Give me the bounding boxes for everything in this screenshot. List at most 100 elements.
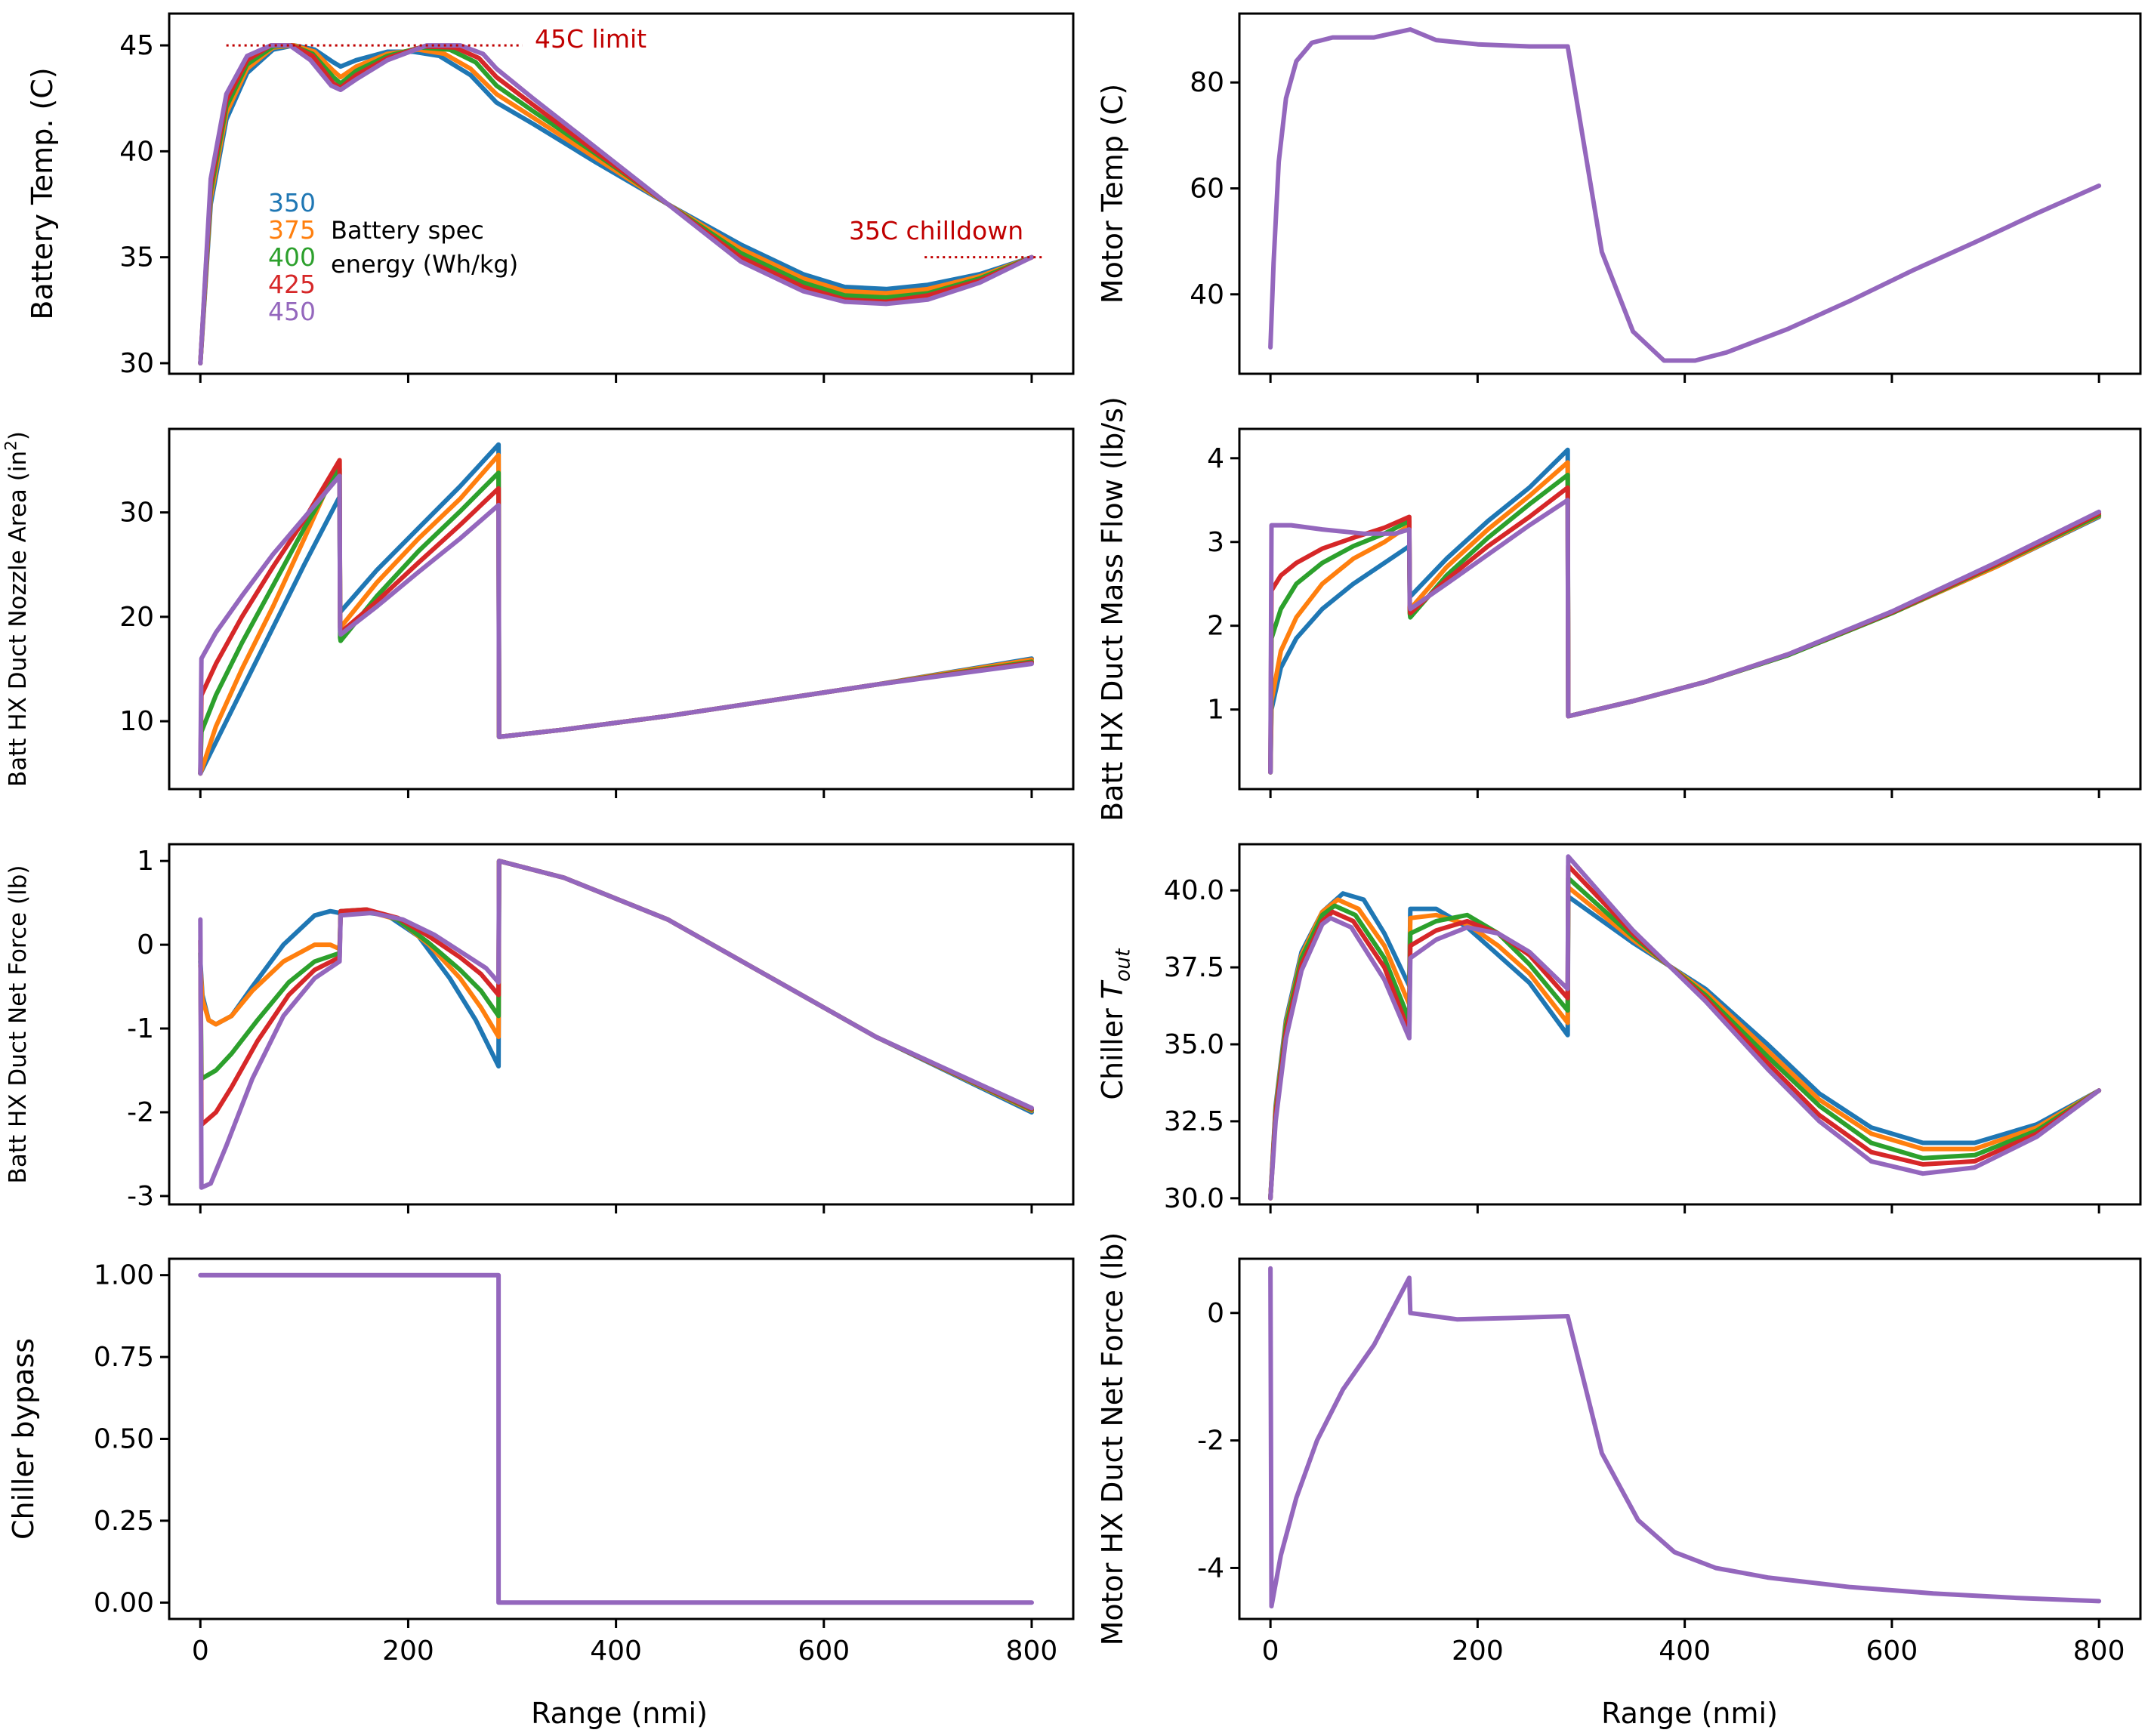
y-axis-label: Batt HX Duct Mass Flow (lb/s) — [1096, 396, 1129, 822]
axes-frame — [1238, 843, 2142, 1206]
axes-frame — [168, 12, 1075, 375]
panel-chiller_bypass: 0.00 0.25 0.50 0.75 1.00 0 200 400 600 800 Chiller… — [7, 1257, 1075, 1667]
series-group — [1268, 854, 2102, 1201]
legend-title-line1: Battery spec — [331, 216, 484, 245]
y-tick-label: 0.50 — [94, 1424, 154, 1455]
x-tick-label: 600 — [798, 1636, 850, 1667]
legend: 350 375 400 425 450 Battery spec energy … — [268, 188, 518, 326]
axes-frame — [168, 843, 1075, 1206]
series-group — [198, 1272, 1034, 1605]
y-tick-label: -3 — [127, 1181, 154, 1212]
y-axis-label: Batt HX Duct Net Force (lb) — [5, 865, 32, 1184]
annotation-35c-chilldown: 35C chilldown — [849, 216, 1023, 245]
y-tick-label: -2 — [127, 1097, 154, 1128]
series-line-450 — [198, 43, 1034, 365]
y-tick-label: -2 — [1197, 1426, 1224, 1457]
series-line-450 — [1268, 498, 2102, 775]
axes-frame — [168, 427, 1075, 791]
series-group — [198, 442, 1034, 776]
y-tick-label: 20 — [119, 602, 154, 633]
x-tick-label: 0 — [192, 1636, 209, 1667]
x-tick-label: 200 — [1452, 1636, 1504, 1667]
legend-entry-400: 400 — [268, 242, 316, 272]
y-tick-label: 40 — [1190, 279, 1224, 310]
y-tick-label: 1.00 — [94, 1260, 154, 1291]
legend-entry-350: 350 — [268, 188, 316, 217]
series-line-450 — [198, 1272, 1034, 1605]
y-tick-label: 40 — [119, 136, 154, 167]
y-tick-label: 45 — [119, 30, 154, 61]
x-tick-label: 400 — [590, 1636, 642, 1667]
x-tick-label: 400 — [1659, 1636, 1711, 1667]
y-tick-label: 30.0 — [1164, 1183, 1224, 1214]
y-tick-label: 3 — [1207, 527, 1224, 558]
y-axis-label: Motor Temp (C) — [1096, 84, 1129, 304]
x-tick-label: 600 — [1866, 1636, 1918, 1667]
series-line-450 — [1268, 854, 2102, 1201]
y-tick-label: 0 — [137, 930, 154, 961]
y-tick-label: 30 — [119, 498, 154, 529]
y-tick-label: 0.25 — [94, 1506, 154, 1537]
y-tick-label: -4 — [1197, 1553, 1224, 1583]
series-line-375 — [198, 43, 1034, 365]
series-group — [198, 859, 1034, 1190]
series-group — [1268, 447, 2102, 775]
x-tick-label: 800 — [1006, 1636, 1058, 1667]
x-tick-label: 200 — [382, 1636, 434, 1667]
y-axis-label: Battery Temp. (C) — [26, 67, 59, 319]
legend-entry-375: 375 — [268, 215, 316, 245]
series-group — [1268, 1266, 2102, 1609]
series-line-350 — [1268, 447, 2102, 775]
panel-motor_temp: 40 60 80 Motor Temp (C) — [1096, 12, 2142, 383]
series-line-400 — [198, 466, 1034, 776]
y-tick-label: 80 — [1190, 67, 1224, 98]
legend-title-line2: energy (Wh/kg) — [331, 250, 518, 279]
panel-battery_temp: 30 35 40 45 Battery Temp. (C) — [26, 12, 1075, 383]
y-axis-label: Chiller bypass — [7, 1338, 40, 1540]
series-line-425 — [198, 458, 1034, 776]
y-tick-label: 35 — [119, 242, 154, 273]
series-line-450 — [1268, 1266, 2102, 1609]
x-tick-label: 800 — [2073, 1636, 2125, 1667]
series-line-450 — [198, 473, 1034, 776]
y-tick-label: 35.0 — [1164, 1029, 1224, 1060]
axes-frame — [1238, 427, 2142, 791]
series-line-425 — [198, 43, 1034, 365]
axes-frame — [1238, 12, 2142, 375]
y-tick-label: 60 — [1190, 173, 1224, 204]
series-line-400 — [1268, 473, 2102, 775]
x-tick-label: 0 — [1262, 1636, 1279, 1667]
legend-entry-425: 425 — [268, 270, 316, 299]
series-line-350 — [1268, 891, 2102, 1201]
panel-batt_mass_flow: 1 2 3 4 Batt HX Duct Mass Flow (lb/s) — [1096, 396, 2142, 822]
y-tick-label: -1 — [127, 1013, 154, 1044]
y-tick-label: 10 — [119, 706, 154, 737]
series-line-350 — [198, 43, 1034, 365]
panel-batt_net_force: -3 -2 -1 0 1 Batt HX Duct Net Force (lb) — [5, 843, 1075, 1213]
legend-entry-450: 450 — [268, 297, 316, 326]
series-line-375 — [1268, 460, 2102, 775]
y-tick-label: 40.0 — [1164, 875, 1224, 906]
series-line-450 — [198, 859, 1034, 1190]
y-tick-label: 0 — [1207, 1298, 1224, 1329]
series-line-375 — [198, 452, 1034, 776]
series-line-400 — [198, 43, 1034, 365]
panel-motor_net_force: -4 -2 0 0 200 400 600 800 Motor HX Duct Net Forc… — [1096, 1232, 2142, 1667]
y-axis-label: Batt HX Duct Nozzle Area (in2) — [2, 431, 32, 787]
x-axis-label-left: Range (nmi) — [531, 1697, 708, 1730]
y-axis-label: Motor HX Duct Net Force (lb) — [1096, 1232, 1129, 1646]
y-tick-label: 30 — [119, 348, 154, 379]
x-axis-label-right: Range (nmi) — [1601, 1697, 1778, 1730]
y-tick-label: 0.75 — [94, 1342, 154, 1373]
panel-batt_nozzle_area: 10 20 30 Batt HX Duct Nozzle Area (in2) — [2, 427, 1075, 798]
axes-frame — [1238, 1257, 2142, 1620]
y-tick-label: 1 — [137, 846, 154, 877]
y-tick-label: 37.5 — [1164, 952, 1224, 983]
series-group — [198, 43, 1034, 365]
y-tick-label: 32.5 — [1164, 1106, 1224, 1137]
y-axis-label: Chiller Tout — [1096, 948, 1135, 1100]
panel-chiller_tout: 30.0 32.5 35.0 37.5 40.0 Chiller Tout — [1096, 843, 2142, 1214]
series-line-450 — [1268, 27, 2102, 363]
axes-frame — [168, 1257, 1075, 1620]
